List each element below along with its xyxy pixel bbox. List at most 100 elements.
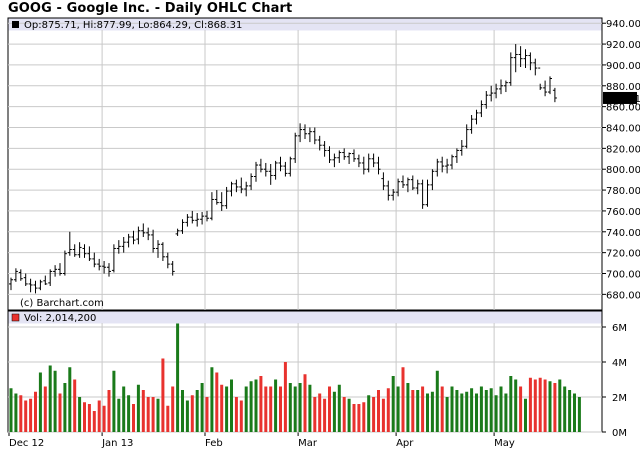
ohlc-bar (273, 160, 278, 180)
ohlc-bar (77, 242, 82, 258)
volume-bar (53, 370, 57, 432)
price-tick-label: 840.00 (606, 124, 640, 135)
volume-bar (58, 393, 62, 432)
volume-bar (426, 393, 429, 432)
x-tick-label: Feb (205, 438, 223, 449)
volume-bar (234, 397, 238, 432)
ohlc-bar (469, 114, 474, 134)
price-info-text: Op:875.71, Hi:877.99, Lo:864.29, Cl:868.… (24, 20, 242, 31)
last-price-tag (603, 91, 637, 104)
volume-bar (87, 404, 91, 432)
volume-bar (367, 395, 371, 432)
volume-bar (293, 386, 297, 432)
volume-bar (308, 384, 312, 432)
volume-bar (328, 386, 331, 432)
ohlc-bar (239, 177, 244, 194)
volume-bar (83, 402, 86, 432)
ohlc-bar (126, 233, 131, 248)
ohlc-bar (151, 229, 156, 253)
ohlc-bar (268, 164, 273, 185)
ohlc-bar (224, 186, 229, 209)
last-price-label: 868.31 (606, 94, 640, 105)
volume-bar (573, 393, 576, 432)
ohlc-bar (337, 150, 342, 163)
ohlc-bar (459, 140, 464, 156)
volume-bar (465, 391, 469, 432)
price-tick-label: 860.00 (606, 103, 640, 114)
ohlc-bar (503, 80, 508, 93)
ohlc-bar (435, 158, 440, 177)
volume-bar (78, 397, 82, 432)
volume-bar (166, 405, 170, 432)
ohlc-bar (190, 210, 195, 224)
volume-tick-label: 6M (612, 323, 627, 334)
volume-bar (29, 398, 33, 432)
ohlc-bar (214, 190, 219, 205)
volume-bar (543, 379, 547, 432)
volume-bar (146, 397, 150, 432)
volume-bar (269, 386, 273, 432)
volume-bar (117, 398, 121, 432)
volume-info-text: Vol: 2,014,200 (24, 313, 96, 324)
ohlc-bar (28, 278, 33, 293)
ohlc-bar (322, 141, 327, 157)
ohlc-bar (254, 161, 258, 182)
volume-bar (577, 397, 581, 432)
volume-bar (372, 397, 376, 432)
volume-bar (73, 379, 77, 432)
x-tick-label: Apr (396, 438, 414, 449)
volume-bar (553, 383, 557, 432)
ohlc-bar (160, 242, 165, 261)
ohlc-bar (23, 273, 28, 287)
volume-bar (303, 374, 307, 432)
ohlc-bar (121, 237, 126, 253)
ohlc-bar (381, 172, 386, 191)
ohlc-bar (332, 153, 337, 168)
price-header-bar (8, 18, 602, 31)
ohlc-bar (538, 67, 543, 90)
ohlc-bar (82, 244, 87, 258)
ohlc-bar (440, 156, 445, 173)
ohlc-bar (156, 240, 160, 258)
volume-bar (499, 386, 503, 432)
volume-bar (421, 386, 425, 432)
volume-bar (362, 402, 366, 432)
ohlc-bar (543, 80, 548, 97)
ohlc-bar (371, 153, 376, 168)
price-tick-label: 700.00 (606, 270, 640, 281)
ohlc-bar (288, 156, 293, 177)
volume-bar (450, 386, 454, 432)
ohlc-bar (48, 269, 53, 287)
ohlc-bar (508, 52, 513, 86)
ohlc-bar (303, 124, 307, 139)
volume-bar (254, 379, 258, 432)
price-legend-square (12, 21, 19, 28)
ohlc-bar (430, 169, 435, 191)
ohlc-bar (209, 192, 214, 221)
volume-bar (298, 383, 302, 432)
ohlc-bar (347, 152, 352, 164)
price-tick-label: 920.00 (606, 40, 640, 51)
volume-bar (391, 376, 395, 432)
price-tick-label: 780.00 (606, 186, 640, 197)
ohlc-bar (312, 127, 317, 145)
volume-bar (494, 395, 498, 432)
volume-bar (205, 397, 209, 432)
volume-bar (122, 386, 126, 432)
ohlc-bar (474, 109, 479, 125)
price-tick-label: 820.00 (606, 144, 640, 155)
ohlc-bar (528, 52, 533, 71)
ohlc-bar (307, 127, 312, 143)
ohlc-bar (87, 246, 92, 261)
ohlc-bar (102, 260, 107, 274)
volume-bar (68, 367, 72, 432)
ohlc-bar (352, 149, 356, 162)
volume-bar (332, 391, 336, 432)
ohlc-bar (489, 85, 494, 102)
volume-bar (38, 372, 42, 432)
volume-bar (479, 386, 483, 432)
price-tick-label: 720.00 (606, 249, 640, 260)
ohlc-bar (205, 210, 209, 222)
volume-bar (102, 405, 106, 432)
